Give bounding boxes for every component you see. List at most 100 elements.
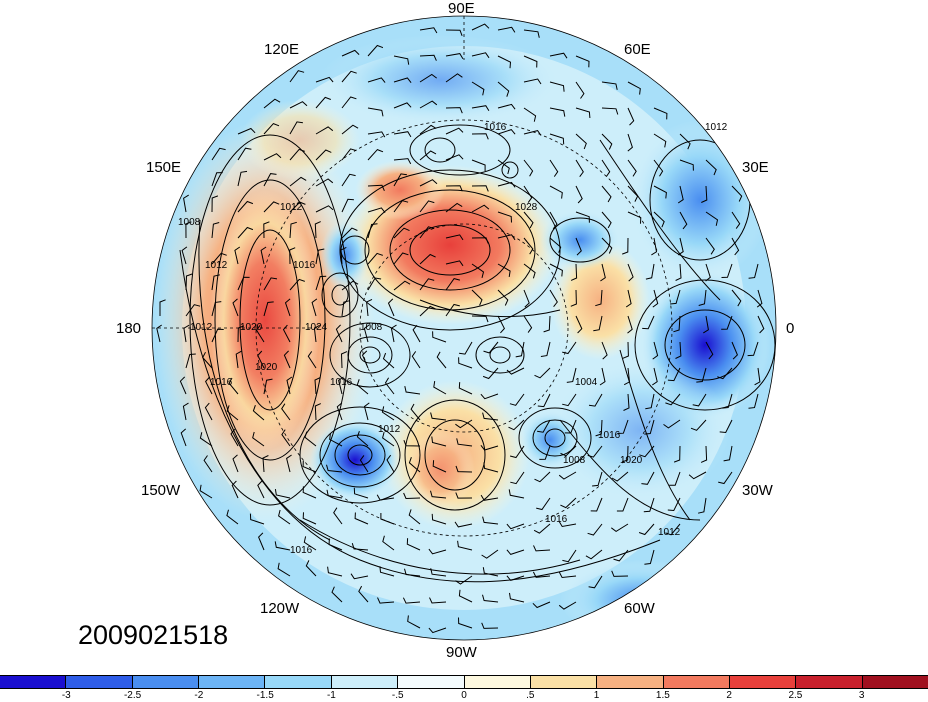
wind-barb: [458, 382, 473, 395]
wind-barb: [627, 315, 633, 334]
wind-barb: [393, 252, 409, 265]
wind-barb: [723, 445, 733, 462]
wind-barb: [185, 221, 192, 239]
wind-barb: [358, 585, 369, 603]
wind-barb: [564, 419, 577, 434]
wind-barb: [363, 324, 370, 343]
wind-barb: [721, 315, 733, 330]
wind-barb: [282, 324, 291, 343]
lon-label-30e: 30E: [742, 159, 769, 176]
wind-barb: [560, 445, 577, 457]
wind-barb: [281, 429, 291, 447]
isobar-label: 1012: [658, 527, 681, 538]
wind-barb: [705, 211, 719, 226]
wind-barb: [523, 78, 542, 85]
wind-barb: [258, 532, 265, 551]
wind-barb: [408, 457, 421, 473]
wind-barb: [226, 509, 239, 525]
lon-label-120w: 120W: [260, 600, 300, 617]
colorbar-tick-label: 1: [593, 690, 600, 701]
wind-barb: [341, 280, 359, 291]
wind-barb: [754, 367, 761, 386]
wind-barb: [367, 277, 382, 291]
colorbar-cell: [331, 676, 399, 688]
wind-barb: [748, 393, 759, 409]
wind-barb: [536, 497, 551, 511]
wind-barb: [340, 246, 347, 265]
wind-barb: [482, 412, 499, 421]
colorbar-cell: [796, 676, 863, 688]
wind-barb: [627, 263, 634, 282]
wind-barb: [367, 44, 384, 57]
wind-barb: [454, 521, 473, 528]
wind-barb: [471, 133, 489, 140]
wind-barb: [558, 601, 577, 610]
wind-barb: [471, 237, 489, 244]
wind-barb: [234, 246, 241, 265]
wind-barb: [549, 52, 568, 59]
wind-barb: [381, 406, 395, 421]
wind-barb: [622, 237, 629, 255]
wind-barb: [622, 341, 629, 359]
wind-barb: [341, 173, 356, 187]
wind-barb: [613, 549, 629, 562]
wind-barb: [497, 315, 506, 334]
wind-barb: [652, 367, 658, 386]
wind-barb: [549, 159, 559, 177]
colorbar-cell: [66, 676, 133, 688]
wind-barb: [696, 367, 707, 383]
wind-barb: [670, 289, 681, 305]
isobar-label: 1004: [575, 377, 598, 388]
wind-barb: [675, 341, 682, 359]
wind-barb: [644, 549, 655, 565]
isobar-labels: 1016 1028 1012 1012 1008 1012 1016 1020 1024 1016…: [178, 122, 728, 556]
wind-barb: [341, 49, 360, 57]
wind-barb: [471, 81, 485, 96]
wind-barb: [509, 592, 525, 603]
wind-barb: [393, 102, 412, 109]
wind-barb: [263, 201, 280, 213]
wind-barb: [653, 107, 668, 120]
isobar-label: 1016: [330, 377, 353, 388]
wind-barb: [617, 419, 629, 434]
wind-barb: [510, 471, 525, 485]
wind-barb: [653, 185, 667, 199]
wind-barb: [393, 158, 412, 165]
wind-barb: [284, 298, 291, 317]
wind-barb: [575, 315, 583, 334]
wind-barb: [341, 198, 354, 213]
wind-barb: [341, 300, 350, 317]
wind-barb: [523, 315, 533, 333]
wind-barb: [393, 55, 410, 65]
wind-barb: [611, 570, 629, 577]
wind-barb: [340, 351, 348, 369]
wind-barb: [303, 536, 317, 551]
wind-barb: [430, 568, 447, 577]
wind-barb: [363, 402, 370, 421]
wind-barb: [367, 149, 384, 161]
wind-barb: [575, 211, 590, 223]
wind-barb: [315, 96, 331, 109]
wind-barb: [627, 81, 641, 95]
wind-barb: [228, 377, 239, 395]
wind-barb: [315, 76, 334, 83]
wind-barb: [328, 538, 343, 551]
wind-barb: [718, 471, 733, 485]
wind-barb: [232, 454, 239, 473]
wind-barb: [393, 77, 412, 84]
wind-barb: [471, 289, 483, 306]
wind-barb: [721, 263, 733, 278]
wind-barb: [263, 173, 277, 187]
wind-barb: [458, 589, 473, 603]
wind-barb: [382, 535, 395, 551]
colorbar-cell: [530, 676, 598, 688]
wind-barb: [748, 263, 759, 279]
wind-barb: [338, 376, 344, 395]
wind-barb: [575, 237, 582, 256]
isobar-label: 1012: [280, 202, 303, 213]
lon-label-150w: 150W: [141, 482, 181, 499]
wind-barb: [263, 301, 274, 317]
wind-barb: [677, 237, 684, 256]
wind-barb: [459, 341, 473, 355]
lon-label-90w: 90W: [446, 644, 477, 661]
